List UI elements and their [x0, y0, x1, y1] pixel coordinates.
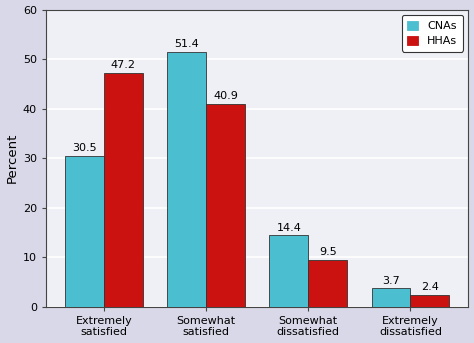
- Text: 14.4: 14.4: [276, 223, 301, 233]
- Y-axis label: Percent: Percent: [6, 133, 18, 184]
- Text: 30.5: 30.5: [72, 143, 97, 153]
- Bar: [104, 73, 143, 307]
- Bar: [269, 236, 308, 307]
- Bar: [206, 104, 245, 307]
- Text: 2.4: 2.4: [421, 282, 439, 292]
- Bar: [308, 260, 347, 307]
- Text: 40.9: 40.9: [213, 91, 238, 101]
- Text: 51.4: 51.4: [174, 39, 199, 49]
- Legend: CNAs, HHAs: CNAs, HHAs: [401, 15, 463, 51]
- Bar: [65, 156, 104, 307]
- Bar: [372, 288, 410, 307]
- Text: 3.7: 3.7: [382, 275, 400, 285]
- Text: 9.5: 9.5: [319, 247, 337, 257]
- Text: 47.2: 47.2: [111, 60, 136, 70]
- Bar: [167, 52, 206, 307]
- Bar: [410, 295, 449, 307]
